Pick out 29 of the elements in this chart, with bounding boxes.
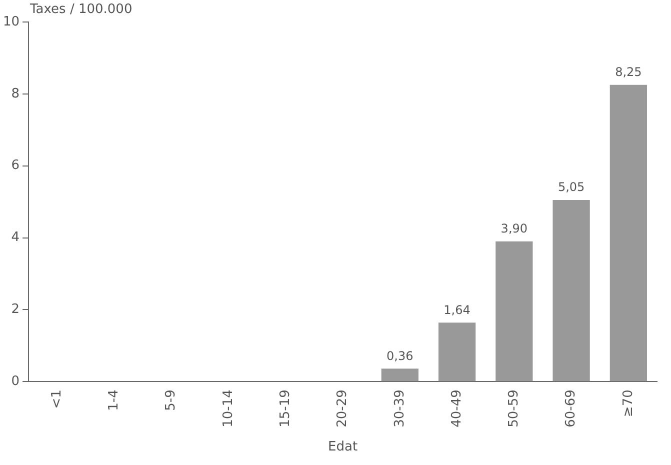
x-tick-label: 10-14 — [220, 390, 236, 428]
x-tick-label: ≥70 — [620, 390, 636, 418]
x-tick-label: 1-4 — [106, 390, 122, 411]
x-axis-title: Edat — [328, 440, 358, 455]
x-tick-label: 20-29 — [335, 390, 350, 428]
x-tick-label: 30-39 — [392, 390, 408, 428]
data-label: 0,36 — [386, 348, 414, 363]
x-tick-label: 5-9 — [164, 390, 179, 411]
x-tick-label: <1 — [49, 390, 64, 409]
y-tick-label: 0 — [11, 374, 20, 389]
y-tick-label: 6 — [11, 158, 20, 174]
data-label: 5,05 — [558, 180, 585, 194]
data-label: 8,25 — [615, 65, 642, 80]
bar — [438, 322, 476, 382]
y-tick-label: 4 — [11, 230, 20, 246]
y-tick-label: 8 — [11, 86, 20, 102]
bar — [381, 368, 418, 382]
data-label: 3,90 — [500, 221, 528, 236]
x-tick-label: 60-69 — [564, 390, 579, 428]
bar — [552, 200, 590, 382]
y-axis-title: Taxes / 100.000 — [30, 2, 132, 17]
bar — [610, 84, 647, 382]
y-tick-label: 2 — [11, 302, 20, 318]
y-tick-label: 10 — [2, 14, 20, 30]
bar — [496, 241, 533, 382]
x-tick-label: 50-59 — [506, 390, 522, 428]
data-label: 1,64 — [444, 302, 470, 317]
x-tick-label: 15-19 — [278, 390, 294, 428]
x-tick-label: 40-49 — [449, 390, 464, 428]
